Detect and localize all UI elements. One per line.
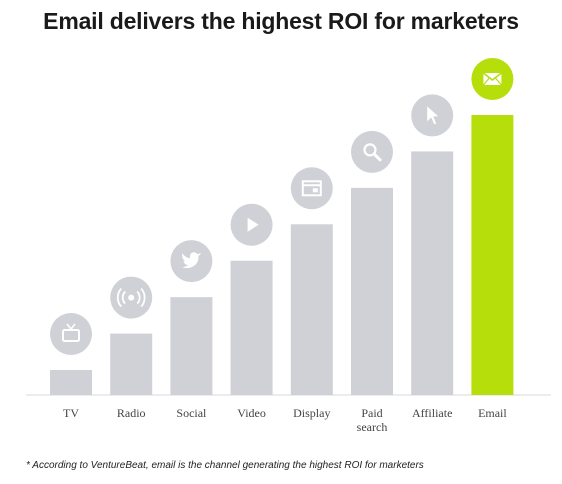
tv-icon	[50, 313, 92, 355]
tick-label-video: Video	[237, 406, 266, 420]
tick-label-affiliate: Affiliate	[412, 406, 452, 420]
bar-social	[170, 297, 213, 395]
magnifier-icon	[351, 130, 393, 173]
tick-label-social: Social	[176, 406, 207, 420]
cursor-icon	[411, 94, 454, 137]
envelope-icon	[471, 58, 514, 100]
chart-title: Email delivers the highest ROI for marke…	[43, 8, 519, 34]
tick-label-display: Display	[293, 406, 330, 420]
display-window-icon	[290, 167, 333, 210]
radio-broadcast-icon	[110, 276, 153, 319]
footnote: * According to VentureBeat, email is the…	[26, 460, 424, 471]
bar-paid-search	[351, 187, 393, 395]
tick-label-tv: TV	[63, 406, 79, 420]
tick-label-email: Email	[478, 406, 507, 420]
bar-radio	[110, 333, 153, 395]
bar-video	[230, 260, 273, 395]
bar-tv	[50, 370, 92, 395]
tick-label-radio: Radio	[117, 406, 146, 420]
bar-email	[471, 115, 514, 395]
bar-display	[290, 224, 333, 395]
twitter-bird-icon	[170, 240, 213, 283]
play-icon	[230, 203, 273, 246]
bar-affiliate	[411, 151, 454, 395]
tick-label-paid-search: Paid search	[357, 406, 388, 434]
